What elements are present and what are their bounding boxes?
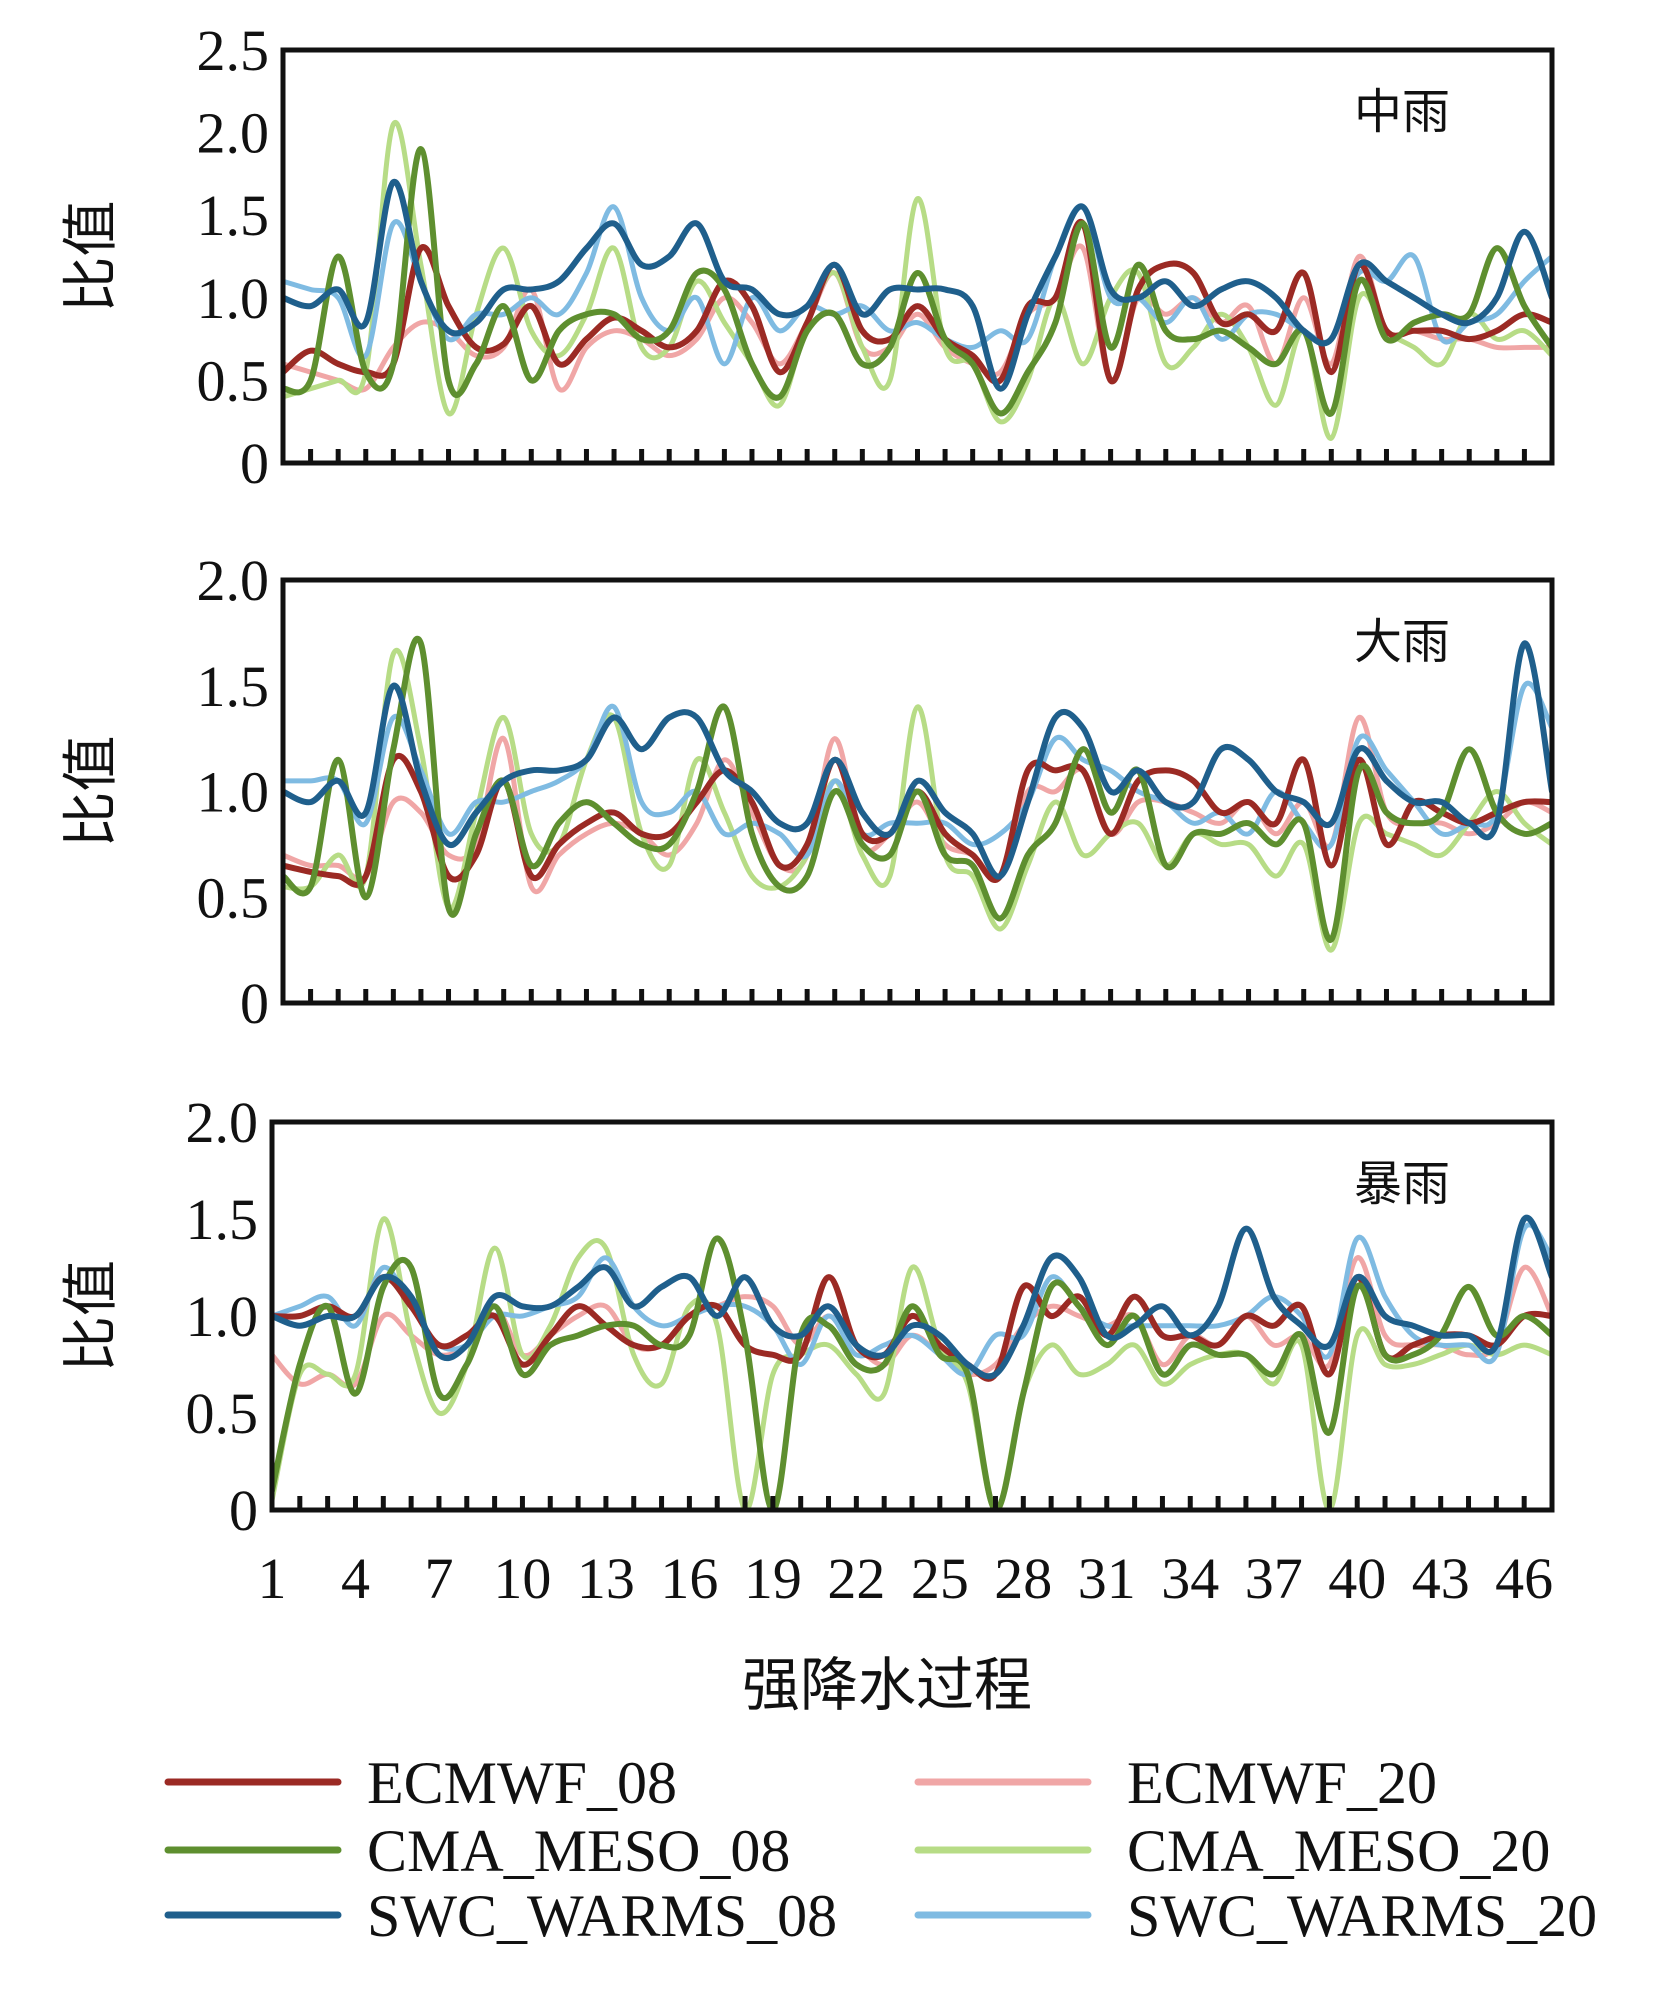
legend-item-ecmwf_08: ECMWF_08 — [164, 1750, 677, 1816]
x-tick-label: 37 — [1245, 1546, 1303, 1611]
y-tick-label: 1.0 — [186, 1284, 259, 1349]
y-tick-label: 0 — [240, 431, 269, 496]
x-tick-label: 25 — [911, 1546, 969, 1611]
x-tick-label: 34 — [1161, 1546, 1219, 1611]
series-line-swc_warms_08 — [272, 1214, 1552, 1380]
y-tick-label: 1.5 — [197, 654, 270, 719]
x-tick-label: 28 — [994, 1546, 1052, 1611]
legend-label: SWC_WARMS_20 — [1127, 1883, 1597, 1949]
series-line-cma_meso_08 — [283, 635, 1552, 943]
x-tick-label: 4 — [341, 1546, 370, 1611]
series-line-ecmwf_08 — [283, 218, 1552, 386]
y-tick-label: 2.0 — [197, 548, 270, 613]
y-tick-label: 1.5 — [186, 1187, 259, 1252]
series-line-ecmwf_08 — [272, 1274, 1552, 1382]
y-tick-label: 0 — [229, 1478, 258, 1543]
y-axis-label: 比值 — [59, 201, 124, 313]
legend-label: SWC_WARMS_08 — [367, 1883, 837, 1949]
x-tick-label: 1 — [258, 1546, 287, 1611]
legend-label: CMA_MESO_20 — [1127, 1818, 1550, 1884]
x-tick-label: 10 — [493, 1546, 551, 1611]
series-lines — [283, 119, 1552, 441]
series-line-swc_warms_20 — [272, 1222, 1552, 1378]
legend-label: CMA_MESO_08 — [367, 1818, 790, 1884]
x-tick-label: 31 — [1078, 1546, 1136, 1611]
y-tick-label: 1.0 — [197, 266, 270, 331]
x-tick-label: 16 — [660, 1546, 718, 1611]
x-axis-label: 强降水过程 — [742, 1651, 1032, 1719]
y-tick-label: 1.5 — [197, 183, 270, 248]
legend-item-cma_meso_20: CMA_MESO_20 — [914, 1818, 1550, 1884]
panel-title: 暴雨 — [1354, 1156, 1450, 1212]
series-line-swc_warms_08 — [283, 179, 1552, 392]
legend-label: ECMWF_08 — [367, 1750, 677, 1816]
panel-1: 0 0.5 1.0 1.5 2.0 2.5 比值 中雨 — [59, 18, 1555, 496]
x-tick-label: 46 — [1495, 1546, 1553, 1611]
y-tick-label: 0.5 — [197, 348, 270, 413]
legend-label: ECMWF_20 — [1127, 1750, 1437, 1816]
series-line-cma_meso_08 — [272, 1235, 1552, 1512]
x-tick-label: 22 — [827, 1546, 885, 1611]
x-tick-label: 19 — [744, 1546, 802, 1611]
series-lines — [272, 1214, 1552, 1512]
legend-item-ecmwf_20: ECMWF_20 — [914, 1750, 1437, 1816]
series-line-cma_meso_08 — [283, 146, 1552, 417]
y-tick-label: 2.0 — [197, 101, 270, 166]
y-tick-label: 0 — [240, 971, 269, 1036]
legend-item-swc_warms_20: SWC_WARMS_20 — [914, 1883, 1597, 1949]
panel-title: 大雨 — [1354, 614, 1450, 670]
chart-panels: 00.51.01.52.02.5比值中雨00.51.01.52.0比值大雨00.… — [59, 18, 1555, 1611]
legend-item-swc_warms_08: SWC_WARMS_08 — [164, 1883, 837, 1949]
y-tick-label: 2.5 — [197, 18, 270, 83]
y-tick-label: 1.0 — [197, 760, 270, 825]
x-tick-label: 43 — [1412, 1546, 1470, 1611]
y-tick-label: 2.0 — [186, 1090, 259, 1155]
panel-3: 0 0.5 1.0 1.5 2.0 比值 暴雨 1 4 7 10 13 16 19 22 25 28 31 34 37… — [59, 1090, 1555, 1611]
x-tick-label: 40 — [1328, 1546, 1386, 1611]
panel-title: 中雨 — [1354, 84, 1450, 140]
y-axis-label: 比值 — [59, 736, 124, 848]
series-lines — [283, 635, 1552, 953]
y-axis-label: 比值 — [59, 1260, 124, 1372]
legend-item-cma_meso_08: CMA_MESO_08 — [164, 1818, 790, 1884]
x-tick-label: 7 — [424, 1546, 453, 1611]
panel-2: 0 0.5 1.0 1.5 2.0 比值 大雨 — [59, 548, 1555, 1036]
series-line-swc_warms_20 — [283, 203, 1552, 367]
y-tick-label: 0.5 — [197, 865, 270, 930]
y-tick-label: 0.5 — [186, 1381, 259, 1446]
series-line-swc_warms_08 — [283, 640, 1552, 880]
x-tick-label: 13 — [577, 1546, 635, 1611]
